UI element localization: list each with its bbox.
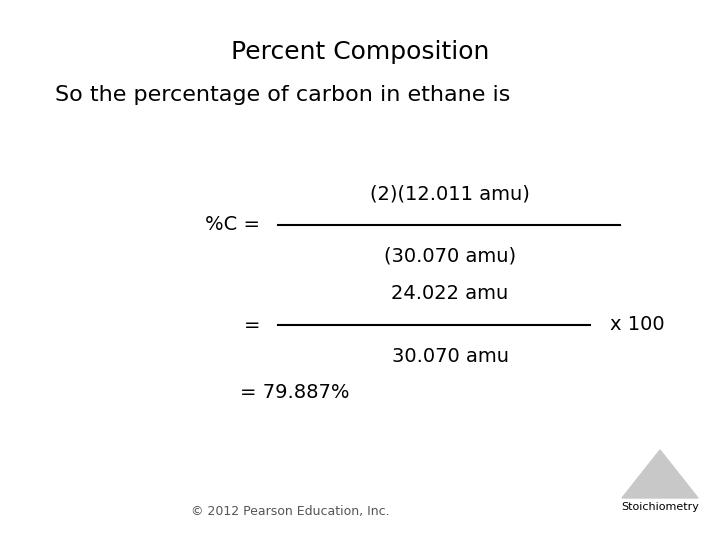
Text: = 79.887%: = 79.887%: [240, 382, 349, 402]
Text: © 2012 Pearson Education, Inc.: © 2012 Pearson Education, Inc.: [191, 505, 390, 518]
Text: So the percentage of carbon in ethane is: So the percentage of carbon in ethane is: [55, 85, 510, 105]
Text: =: =: [243, 315, 260, 334]
Text: %C =: %C =: [205, 215, 260, 234]
Text: Stoichiometry: Stoichiometry: [621, 502, 699, 512]
Text: (2)(12.011 amu): (2)(12.011 amu): [370, 184, 530, 203]
Text: 30.070 amu: 30.070 amu: [392, 347, 508, 366]
Text: Percent Composition: Percent Composition: [231, 40, 489, 64]
Polygon shape: [622, 450, 698, 498]
Text: (30.070 amu): (30.070 amu): [384, 247, 516, 266]
Text: 24.022 amu: 24.022 amu: [392, 284, 508, 303]
Text: x 100: x 100: [610, 315, 665, 334]
